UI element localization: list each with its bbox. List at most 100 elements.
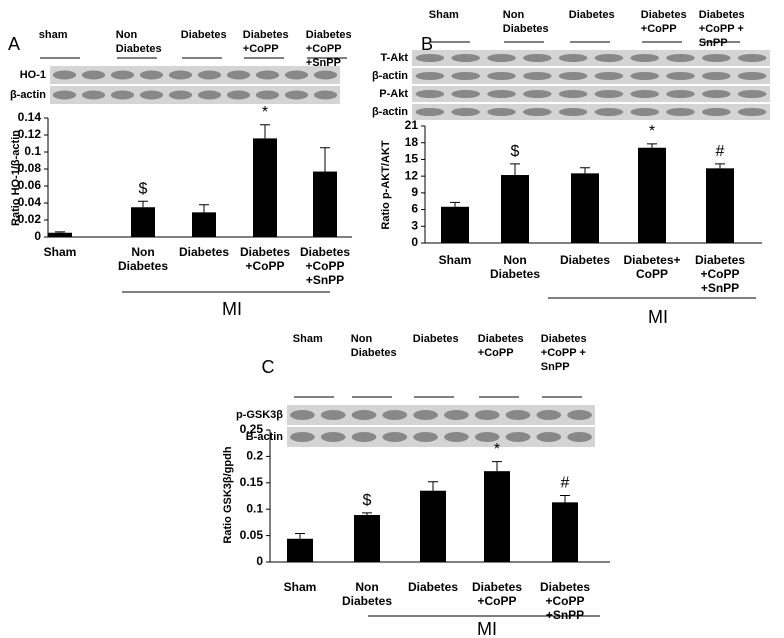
x-tick-label: Diabetes: [559, 253, 611, 267]
error-bar: [199, 204, 209, 213]
blot-band: [474, 410, 500, 420]
blot-band: [290, 432, 315, 442]
x-tick-label: Diabetes+ CoPP: [623, 253, 681, 281]
blot-band: [505, 410, 531, 420]
blot-band: [168, 90, 193, 100]
significance-marker: *: [649, 123, 655, 140]
y-tick-label: 0.2: [246, 449, 263, 463]
blot-band: [666, 54, 695, 62]
significance-marker: $: [363, 492, 372, 509]
error-bar: [320, 147, 330, 172]
bar: [571, 173, 599, 243]
y-tick-label: 0: [411, 235, 418, 249]
blot-band: [701, 54, 731, 62]
y-tick-label: 9: [411, 185, 418, 199]
bar: [552, 502, 578, 562]
blot-band: [255, 70, 280, 80]
blot-band: [737, 54, 767, 62]
bar: [638, 147, 666, 243]
blot-header: Diabetes: [568, 9, 615, 21]
blot-band: [52, 70, 77, 80]
error-bar: [55, 231, 65, 233]
blot-band: [558, 54, 588, 62]
blot-header: Diabetes +CoPP: [242, 29, 289, 55]
y-tick-label: 0.25: [240, 422, 264, 436]
blot-header: Diabetes +CoPP +SnPP: [305, 29, 352, 69]
blot-label: HO-1: [20, 69, 46, 81]
x-tick-label: Non Diabetes: [117, 245, 169, 273]
blot-band: [737, 108, 767, 116]
y-tick-label: 0.05: [240, 528, 264, 542]
blot-band: [630, 108, 660, 116]
group-label: MI: [477, 619, 497, 638]
blot-band: [701, 108, 731, 116]
blot-band: [415, 90, 445, 98]
blot-band: [701, 90, 731, 98]
blot-band: [444, 432, 469, 442]
blot-band: [226, 70, 251, 80]
y-axis-label: Ratio HO-1/β-actin: [10, 130, 22, 226]
x-tick-label: Sham: [283, 580, 317, 594]
x-tick-label: Diabetes +CoPP +SnPP: [694, 253, 746, 295]
blot-band: [351, 432, 377, 442]
bar: [420, 490, 446, 562]
blot-header: Diabetes +CoPP: [477, 333, 524, 359]
y-tick-label: 0.15: [240, 475, 264, 489]
blot-band: [594, 90, 624, 98]
blot-header: Non Diabetes: [350, 333, 397, 359]
blot-header: Diabetes: [180, 29, 227, 41]
error-bar: [510, 163, 520, 176]
x-tick-label: Non Diabetes: [341, 580, 393, 608]
significance-marker: $: [511, 143, 520, 160]
blot-band: [558, 90, 588, 98]
blot-band: [594, 108, 624, 116]
panel-letter: B: [421, 34, 433, 54]
error-bar: [647, 143, 657, 148]
blot-band: [594, 54, 624, 62]
significance-marker: #: [561, 475, 570, 492]
y-tick-label: 15: [405, 152, 419, 166]
y-tick-label: 0.02: [18, 212, 42, 226]
blot-band: [197, 70, 222, 80]
blot-band: [567, 432, 592, 442]
blot-header: Sham: [428, 9, 459, 21]
blot-band: [444, 410, 469, 420]
blot-band: [558, 108, 588, 116]
y-tick-label: 0.1: [24, 144, 41, 158]
bar: [131, 207, 155, 237]
significance-marker: $: [139, 181, 148, 198]
y-tick-label: 0.14: [18, 110, 42, 124]
blot-label: B-actin: [246, 431, 284, 443]
blot-band: [451, 108, 481, 116]
blot-band: [666, 90, 695, 98]
error-bar: [362, 512, 372, 516]
blot-band: [284, 70, 309, 80]
blot-band: [505, 432, 531, 442]
blot-band: [415, 54, 445, 62]
blot-header: Diabetes +CoPP + SnPP: [698, 9, 745, 49]
blot-band: [666, 72, 695, 80]
blot-band: [474, 432, 500, 442]
y-tick-label: 12: [405, 168, 419, 182]
blot-band: [52, 90, 77, 100]
error-bar: [492, 461, 502, 472]
x-tick-label: Diabetes: [178, 245, 230, 259]
blot-band: [522, 108, 552, 116]
error-bar: [580, 167, 590, 174]
y-tick-label: 0: [256, 554, 263, 568]
y-tick-label: 0.12: [18, 127, 42, 141]
y-tick-label: 0.06: [18, 178, 42, 192]
y-axis-label: Ratio p-AKT/AKT: [380, 140, 392, 229]
error-bar: [560, 494, 570, 503]
blot-band: [382, 410, 408, 420]
blot-band: [139, 90, 164, 100]
blot-band: [522, 54, 552, 62]
blot-band: [320, 432, 346, 442]
blot-band: [255, 90, 280, 100]
blot-band: [382, 432, 408, 442]
blot-band: [558, 72, 588, 80]
error-bar: [260, 124, 270, 139]
blot-label: β-actin: [372, 70, 408, 82]
